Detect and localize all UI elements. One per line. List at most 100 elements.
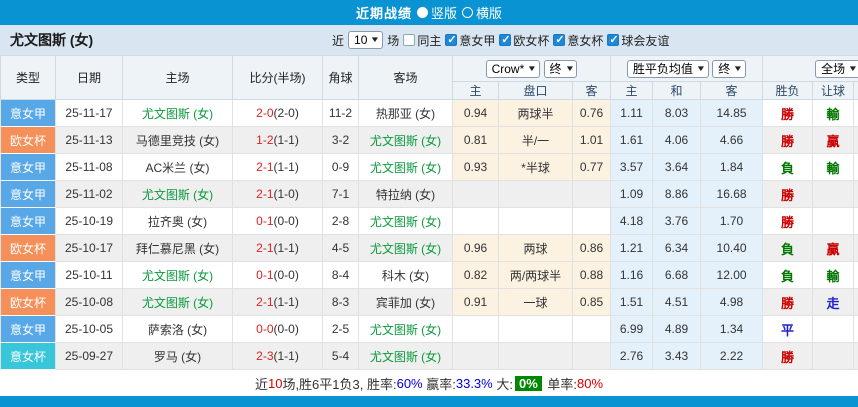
bookmaker-select[interactable]: Crow* ▼ <box>485 59 541 78</box>
eu-away-odds: 16.68 <box>700 180 764 208</box>
filter-league-friendly[interactable]: 球会友谊 <box>607 32 669 49</box>
full-time-score: 1-2 <box>256 133 274 147</box>
ah-home-odds: 0.94 <box>452 99 499 127</box>
match-row-10: 意女杯 25-09-27 罗马 (女) 2-3(1-1) 5-4 尤文图斯 (女) 2.76… <box>0 342 858 370</box>
match-date: 25-11-13 <box>55 126 123 154</box>
handicap-result <box>812 342 855 370</box>
score-cell: 2-1(1-0) <box>232 180 323 208</box>
eu-away-odds: 14.85 <box>700 99 764 127</box>
home-team: 尤文图斯 (女) <box>122 261 233 289</box>
europe-stage-value: 终 <box>718 61 731 76</box>
summary-bar: 近 10 场,胜6平1负3, 胜率: 60% 赢率: 33.3% 大: 0% 单率: 80% <box>0 370 858 396</box>
match-row-3: 意女甲 25-11-08 AC米兰 (女) 2-1(1-1) 0-9 尤文图斯 (女) 0.… <box>0 153 858 181</box>
title-bar: 近期战绩 竖版 横版 <box>0 0 858 25</box>
match-result: 平 <box>762 315 814 343</box>
eu-home-odds: 1.09 <box>610 180 654 208</box>
eu-home-odds: 1.16 <box>610 261 654 289</box>
header-row-sub: 主 盘口 客 主 和 客 胜负 让球 <box>1 81 858 100</box>
checkbox-icon-same-home[interactable] <box>403 34 416 46</box>
half-time-score: (1-1) <box>273 160 299 174</box>
away-team: 尤文图斯 (女) <box>358 342 453 370</box>
ah-away-odds <box>571 207 612 235</box>
edge-sliver <box>853 153 858 181</box>
ah-home-odds: 0.81 <box>452 126 499 154</box>
match-row-9: 意女甲 25-10-05 萨索洛 (女) 0-0(0-0) 2-5 尤文图斯 (女) 6.9… <box>0 315 858 343</box>
ah-away-odds: 0.76 <box>571 99 612 127</box>
eu-away-odds: 12.00 <box>700 261 764 289</box>
handicap-result <box>812 207 855 235</box>
radio-icon-vertical[interactable] <box>416 7 428 18</box>
eu-draw-odds: 4.89 <box>652 315 702 343</box>
eu-draw-odds: 3.64 <box>652 153 702 181</box>
eu-away-odds: 1.84 <box>700 153 764 181</box>
sub-header-eu-away: 客 <box>700 81 764 100</box>
edge-sliver <box>853 261 858 289</box>
scope-select[interactable]: 全场 ▼ <box>815 59 858 78</box>
match-date: 25-11-02 <box>55 180 123 208</box>
match-row-6: 欧女杯 25-10-17 拜仁慕尼黑 (女) 2-1(1-1) 4-5 尤文图斯 (女) 0… <box>0 234 858 262</box>
checkbox-icon-uwcl[interactable] <box>499 33 512 46</box>
half-time-score: (1-1) <box>273 133 299 147</box>
sub-header-ah-home: 主 <box>452 81 499 100</box>
filter-league-uwcl[interactable]: 欧女杯 <box>499 32 549 49</box>
scope-select-value: 全场 <box>821 61 846 76</box>
match-result: 負 <box>762 153 814 181</box>
eu-draw-odds: 6.34 <box>652 234 702 262</box>
full-time-score: 2-1 <box>256 241 274 255</box>
half-time-score: (2-0) <box>273 106 299 120</box>
league-badge: 意女甲 <box>0 153 56 181</box>
away-team: 宾菲加 (女) <box>358 288 453 316</box>
summary-text: 单率: <box>543 376 577 392</box>
radio-icon-horizontal[interactable] <box>462 7 473 18</box>
home-team: 尤文图斯 (女) <box>122 99 233 127</box>
corner-score: 4-5 <box>322 234 359 262</box>
handicap-result <box>812 180 855 208</box>
full-time-score: 2-1 <box>256 187 274 201</box>
col-header-date: 日期 <box>55 55 123 100</box>
asian-odds-controls: Crow* ▼ 终 ▼ <box>451 55 612 82</box>
home-team: 罗马 (女) <box>122 342 233 370</box>
half-time-score: (1-1) <box>273 349 299 363</box>
away-team: 尤文图斯 (女) <box>358 126 453 154</box>
europe-type-select[interactable]: 胜平负均值 ▼ <box>626 59 709 78</box>
ah-home-odds <box>452 180 499 208</box>
recent-prefix-label: 近 <box>332 33 345 48</box>
filter-same-home[interactable]: 同主 <box>403 32 441 49</box>
ah-away-odds <box>571 315 612 343</box>
home-team: 马德里竞技 (女) <box>122 126 233 154</box>
handicap-result: 贏 <box>812 234 855 262</box>
score-cell: 2-3(1-1) <box>232 342 323 370</box>
filter-bar: 尤文图斯 (女) 近 10▼ 场 同主 意女甲 欧女杯 意女杯 <box>0 25 858 55</box>
handicap-result: 輸 <box>812 261 855 289</box>
asian-stage-value: 终 <box>549 61 562 76</box>
away-team: 科木 (女) <box>358 261 453 289</box>
score-cell: 0-1(0-0) <box>232 207 323 235</box>
chevron-down-icon: ▼ <box>733 63 744 73</box>
checkbox-icon-serie-a[interactable] <box>445 33 458 46</box>
ah-away-odds <box>571 180 612 208</box>
layout-option-horizontal[interactable]: 横版 <box>462 3 502 22</box>
eu-home-odds: 1.51 <box>610 288 654 316</box>
europe-stage-select[interactable]: 终 ▼ <box>712 59 747 78</box>
filter-same-home-label: 同主 <box>417 33 442 48</box>
match-date: 25-10-11 <box>55 261 123 289</box>
match-count-select[interactable]: 10 ▼ <box>348 31 384 49</box>
col-header-home: 主场 <box>122 55 233 100</box>
match-result: 勝 <box>762 207 814 235</box>
half-time-score: (1-0) <box>273 187 299 201</box>
score-cell: 1-2(1-1) <box>232 126 323 154</box>
asian-stage-select[interactable]: 终 ▼ <box>543 59 578 78</box>
match-date: 25-09-27 <box>55 342 123 370</box>
eu-draw-odds: 4.06 <box>652 126 702 154</box>
league-badge: 意女甲 <box>0 261 56 289</box>
checkbox-icon-friendly[interactable] <box>607 33 620 46</box>
corner-score: 2-5 <box>322 315 359 343</box>
match-result: 負 <box>762 234 814 262</box>
checkbox-icon-coppa[interactable] <box>553 33 566 46</box>
edge-sliver <box>853 99 858 127</box>
layout-option-vertical[interactable]: 竖版 <box>416 3 457 22</box>
filter-league-coppa[interactable]: 意女杯 <box>553 32 603 49</box>
eu-away-odds: 10.40 <box>700 234 764 262</box>
eu-home-odds: 1.61 <box>610 126 654 154</box>
filter-league-serie-a[interactable]: 意女甲 <box>445 32 495 49</box>
